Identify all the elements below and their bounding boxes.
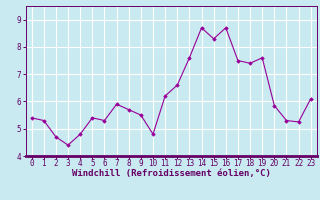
X-axis label: Windchill (Refroidissement éolien,°C): Windchill (Refroidissement éolien,°C) xyxy=(72,169,271,178)
